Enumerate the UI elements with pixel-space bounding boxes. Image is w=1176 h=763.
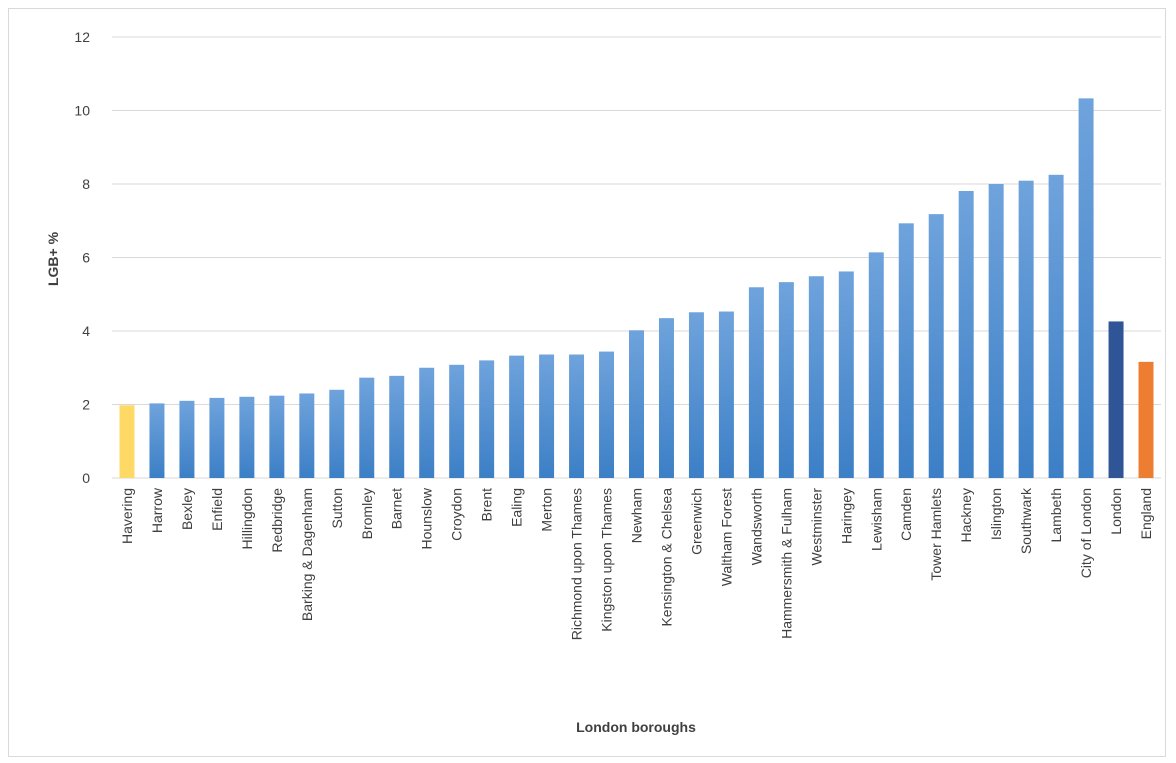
y-tick-label: 10 (74, 103, 90, 119)
x-tick-label: Hounslow (419, 487, 435, 549)
bar-enfield (209, 397, 225, 478)
x-tick-label: Bromley (359, 488, 375, 539)
x-tick-label: Hammersmith & Fulham (778, 488, 794, 639)
y-tick-label: 12 (74, 29, 90, 45)
bar-hillingdon (239, 396, 255, 478)
bar-richmond-upon-thames (569, 354, 585, 478)
bar-lewisham (868, 252, 884, 478)
bar-hammersmith-fulham (778, 282, 794, 478)
x-tick-label: Westminster (808, 488, 824, 566)
y-tick-label: 4 (82, 323, 90, 339)
bar-greenwich (688, 312, 704, 478)
bar-hounslow (419, 367, 435, 478)
bar-barnet (389, 375, 405, 478)
bar-waltham-forest (718, 311, 734, 478)
x-tick-label: Richmond upon Thames (569, 488, 585, 640)
bar-wandsworth (748, 287, 764, 478)
chart-frame: 0 2 4 6 8 10 12 Havering Harrow Bexley Enfield Hil… (8, 8, 1166, 757)
x-tick-label: Southwark (1018, 487, 1034, 554)
bar-haringey (838, 271, 854, 478)
x-tick-label: Redbridge (269, 488, 285, 553)
x-tick-label: Merton (539, 488, 555, 532)
x-tick-label: Newham (629, 488, 645, 543)
bar-ealing (509, 355, 525, 478)
bar-camden (898, 223, 914, 478)
bar-brent (479, 360, 495, 478)
x-axis-title: London boroughs (576, 719, 696, 735)
x-tick-label: Hillingdon (239, 488, 255, 549)
bar-bexley (179, 400, 195, 478)
x-axis-ticks: Havering Harrow Bexley Enfield Hillingdon Red… (119, 487, 1154, 640)
x-tick-label: Islington (988, 488, 1004, 540)
y-axis-title: LGB+ % (45, 231, 61, 286)
bar-bromley (359, 377, 375, 478)
bar-kensington-chelsea (658, 318, 674, 478)
x-tick-label: Camden (898, 488, 914, 541)
x-tick-label: Bexley (179, 488, 195, 530)
x-tick-label: Wandsworth (748, 488, 764, 565)
bar-barking-dagenham (299, 393, 315, 478)
bar-redbridge (269, 395, 285, 478)
bar-hackney (958, 190, 974, 479)
x-tick-label: Haringey (838, 488, 854, 544)
bar-southwark (1018, 180, 1034, 478)
bar-london (1108, 321, 1124, 478)
x-tick-label: Lambeth (1048, 488, 1064, 542)
x-tick-label: Kensington & Chelsea (658, 488, 674, 627)
y-tick-label: 0 (82, 470, 90, 486)
x-tick-label: Waltham Forest (718, 488, 734, 586)
bar-city-of-london (1078, 98, 1094, 478)
x-tick-label: Havering (119, 488, 135, 544)
x-tick-label: Kingston upon Thames (599, 488, 615, 632)
y-axis-ticks: 0 2 4 6 8 10 12 (74, 29, 90, 486)
y-tick-label: 6 (82, 250, 90, 266)
x-tick-label: Tower Hamlets (928, 488, 944, 581)
x-tick-label: Enfield (209, 488, 225, 531)
x-tick-label: Brent (479, 488, 495, 522)
x-tick-label: Hackney (958, 488, 974, 542)
x-tick-label: England (1138, 488, 1154, 539)
bar-harrow (149, 403, 165, 478)
x-tick-label: Barnet (389, 488, 405, 529)
x-tick-label: Harrow (149, 487, 165, 533)
x-tick-label: Greenwich (688, 488, 704, 555)
y-tick-label: 8 (82, 176, 90, 192)
bar-havering (119, 405, 135, 478)
bar-newham (629, 330, 644, 478)
bar-islington (988, 184, 1004, 478)
bars (119, 98, 1154, 479)
x-tick-label: City of London (1078, 488, 1094, 578)
bar-merton (539, 354, 555, 478)
bar-croydon (449, 364, 465, 478)
bar-chart: 0 2 4 6 8 10 12 Havering Harrow Bexley Enfield Hil… (45, 29, 1161, 735)
x-tick-label: London (1108, 488, 1124, 535)
x-tick-label: Sutton (329, 488, 345, 528)
bar-westminster (808, 276, 824, 478)
x-tick-label: Lewisham (868, 488, 884, 551)
x-tick-label: Ealing (509, 488, 525, 527)
x-tick-label: Croydon (449, 488, 465, 541)
bar-kingston-upon-thames (599, 351, 615, 478)
x-tick-label: Barking & Dagenham (299, 488, 315, 621)
bar-england (1138, 361, 1154, 478)
y-tick-label: 2 (82, 397, 90, 413)
bar-sutton (329, 389, 345, 478)
bar-lambeth (1048, 174, 1064, 478)
bar-tower-hamlets (928, 214, 944, 478)
